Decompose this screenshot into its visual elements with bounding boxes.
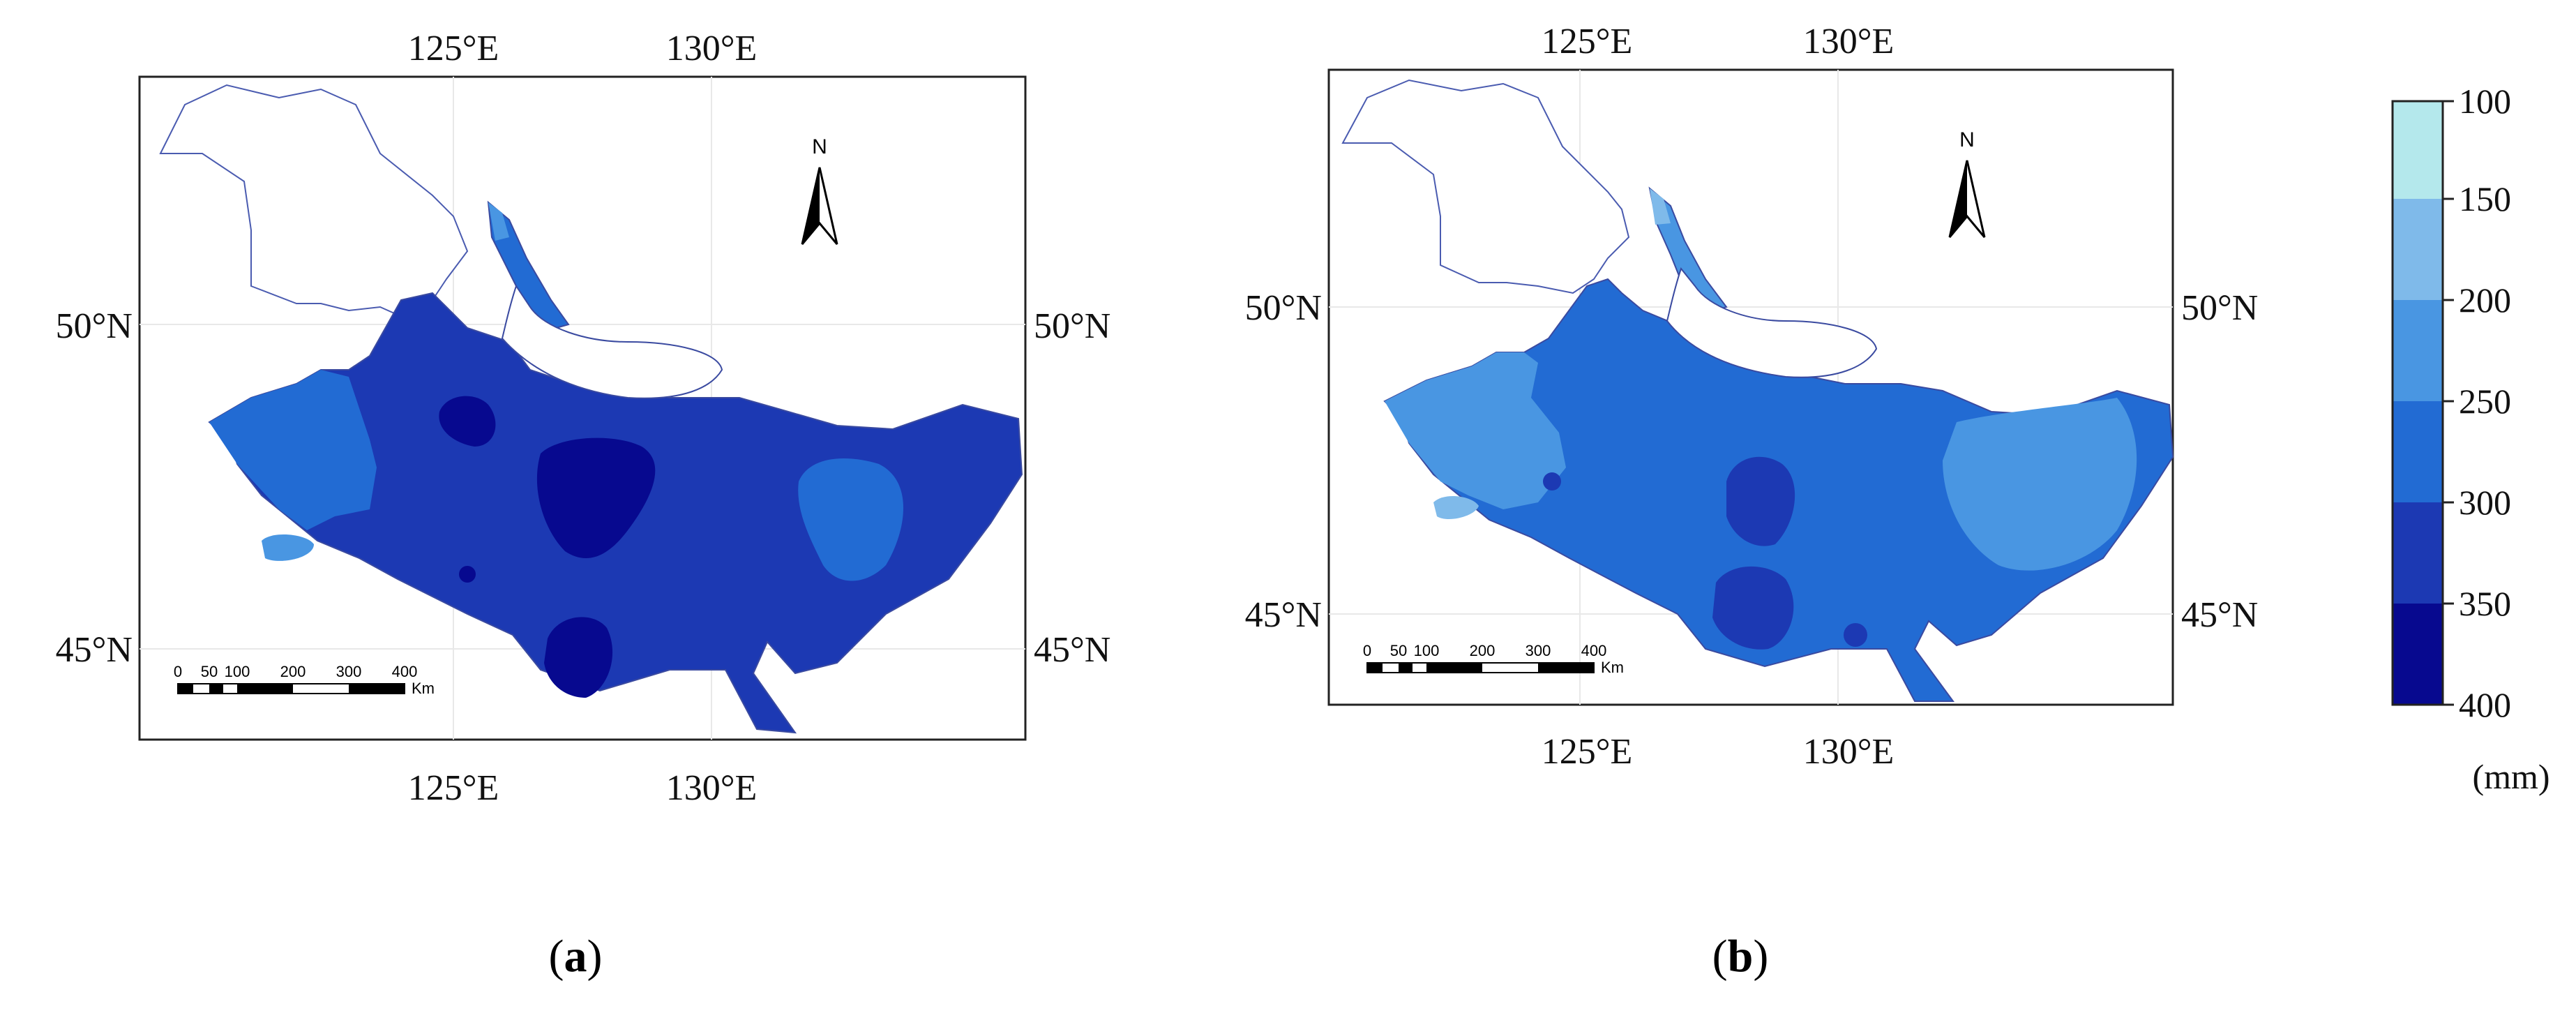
lon-top-125: 125°E [1542,22,1633,61]
panel-a-label: (a) [549,931,603,982]
svg-text:300: 300 [1526,642,1551,659]
lon-bottom-130: 130°E [1803,732,1895,772]
legend-band-300-350 [2393,502,2443,604]
lon-bottom-130: 130°E [666,768,758,808]
legend-band-350-400 [2393,604,2443,705]
svg-text:Km: Km [1601,659,1624,676]
dark-dot [459,566,476,583]
scale-bar: 0 50 100 200 300 400 Km [174,663,435,697]
basin-outline-north [159,84,469,322]
east-zone [1943,398,2137,571]
inner-white [1666,267,1878,378]
svg-text:N: N [1959,128,1975,151]
legend-tick-100: 100 [2459,82,2511,121]
scale-bar: 0 50 100 200 300 400 Km [1363,642,1624,676]
lon-bottom-125: 125°E [408,768,499,808]
dark-zone-3 [544,617,613,698]
svg-text:200: 200 [1470,642,1496,659]
legend-band-250-300 [2393,401,2443,502]
svg-text:100: 100 [1414,642,1440,659]
legend-tick-300: 300 [2459,483,2511,522]
north-arrow: N [801,135,838,245]
east-zone [798,458,903,581]
svg-text:50: 50 [201,663,218,680]
svg-text:100: 100 [225,663,250,680]
north-arrow: N [1948,128,1986,238]
lon-top-125: 125°E [408,29,499,68]
lon-bottom-125: 125°E [1542,732,1633,772]
legend-band-100-150 [2393,101,2443,199]
legend-band-200-250 [2393,300,2443,401]
svg-text:400: 400 [1581,642,1607,659]
west-zone [1385,352,1566,509]
legend-tick-250: 250 [2459,382,2511,421]
lat-left-50: 50°N [1245,288,1322,328]
svg-text:N: N [812,135,827,158]
lat-right-50: 50°N [1034,306,1110,346]
legend-band-150-200 [2393,199,2443,300]
west-zone [209,370,377,530]
svg-text:(a): (a) [549,931,603,982]
legend-tick-200: 200 [2459,280,2511,320]
lat-right-50: 50°N [2181,288,2258,328]
svg-text:300: 300 [336,663,362,680]
svg-text:400: 400 [392,663,418,680]
dark-dot-1 [1543,472,1561,491]
legend-tick-350: 350 [2459,584,2511,623]
svg-text:50: 50 [1390,642,1407,659]
svg-text:(b): (b) [1712,931,1769,982]
svg-text:200: 200 [280,663,306,680]
legend-unit: (mm) [2472,757,2549,796]
color-legend: 100 150 200 250 300 350 400 (mm) [2391,82,2550,796]
legend-tick-400: 400 [2459,685,2511,724]
lat-left-45: 45°N [1245,595,1322,635]
dark-zone-1 [1726,456,1795,546]
lat-left-45: 45°N [56,630,133,670]
west-blob [262,534,314,561]
lat-right-45: 45°N [1034,630,1110,670]
panel-b-label: (b) [1712,931,1769,982]
panel-b: N 0 50 100 200 300 400 Km [1327,68,2174,706]
lon-top-130: 130°E [666,29,758,68]
dark-dot-2 [1844,623,1867,647]
west-blob [1433,495,1479,520]
lat-left-50: 50°N [56,306,133,346]
svg-text:0: 0 [1363,642,1371,659]
lat-right-45: 45°N [2181,595,2258,635]
panel-a: N 0 50 100 200 300 400 Km [138,75,1027,741]
dark-zone-2 [1712,566,1794,650]
inner-white [501,284,723,399]
basin-outline-north [1341,79,1630,294]
legend-tick-150: 150 [2459,179,2511,218]
arm-tip [1650,188,1671,225]
arm-tip [488,202,509,241]
dark-zone-2 [536,437,656,558]
dark-zone-1 [439,396,496,447]
lon-top-130: 130°E [1803,22,1895,61]
svg-text:Km: Km [412,680,435,697]
svg-text:0: 0 [174,663,182,680]
